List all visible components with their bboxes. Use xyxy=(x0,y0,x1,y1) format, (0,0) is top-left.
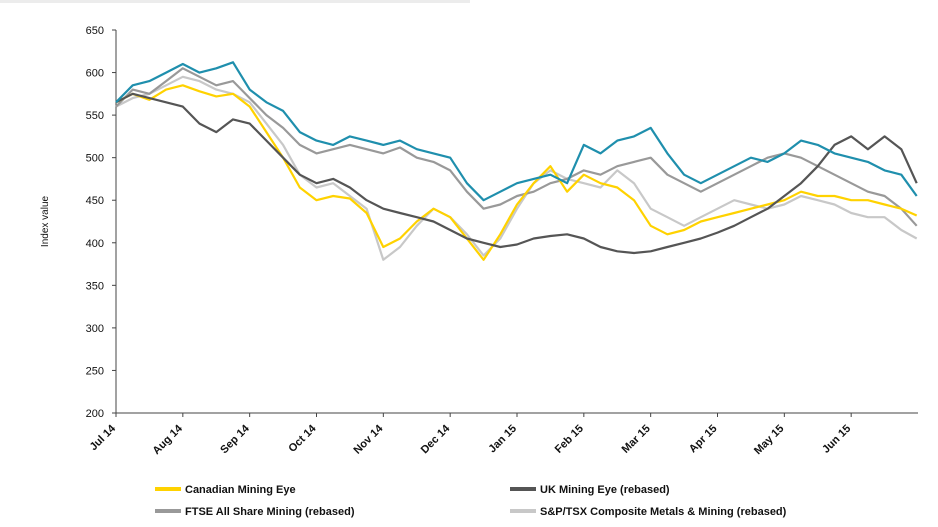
legend: Canadian Mining Eye UK Mining Eye (rebase… xyxy=(155,484,787,518)
y-tick-label: 250 xyxy=(86,365,104,377)
legend-label: S&P/TSX Composite Metals & Mining (rebas… xyxy=(540,506,787,518)
series-line-1 xyxy=(115,92,918,255)
x-tick-label: Dec 14 xyxy=(419,422,453,456)
legend-label: Canadian Mining Eye xyxy=(185,484,296,496)
series-line-3 xyxy=(115,75,918,261)
x-tick-label: Oct 14 xyxy=(286,422,319,455)
y-tick-label: 300 xyxy=(86,323,104,335)
x-tick-label: Jan 15 xyxy=(486,423,519,456)
top-rule xyxy=(0,0,470,3)
y-tick-label: 200 xyxy=(86,408,104,420)
y-tick-label: 500 xyxy=(86,153,104,165)
y-axis-label: Index value xyxy=(40,195,51,247)
y-axis: 200 250 300 350 400 450 500 550 600 650 xyxy=(86,25,117,420)
x-tick-label: Feb 15 xyxy=(553,423,586,456)
x-axis: Jul 14 Aug 14 Sep 14 Oct 14 Nov 14 Dec 14 Jan … xyxy=(88,412,918,457)
y-tick-label: 350 xyxy=(86,280,104,292)
x-tick-label: Mar 15 xyxy=(620,423,653,456)
y-tick-label: 600 xyxy=(86,68,104,80)
legend-label: FTSE All Share Mining (rebased) xyxy=(185,506,355,518)
y-tick-label: 450 xyxy=(86,195,104,207)
plot-area xyxy=(115,61,918,261)
series-line-2 xyxy=(115,67,918,227)
y-tick-label: 400 xyxy=(86,238,104,250)
y-tick-label: 650 xyxy=(86,25,104,37)
legend-label: UK Mining Eye (rebased) xyxy=(540,484,670,496)
series-line-0 xyxy=(115,84,918,261)
x-tick-label: May 15 xyxy=(752,423,786,457)
x-tick-label: Aug 14 xyxy=(151,422,186,457)
series-line-4 xyxy=(115,61,918,202)
x-tick-label: Jul 14 xyxy=(88,422,119,453)
x-tick-label: Jun 15 xyxy=(820,423,853,456)
x-tick-label: Sep 14 xyxy=(218,422,252,456)
y-tick-label: 550 xyxy=(86,110,104,122)
x-tick-label: Apr 15 xyxy=(687,423,720,456)
x-tick-label: Nov 14 xyxy=(351,422,386,457)
